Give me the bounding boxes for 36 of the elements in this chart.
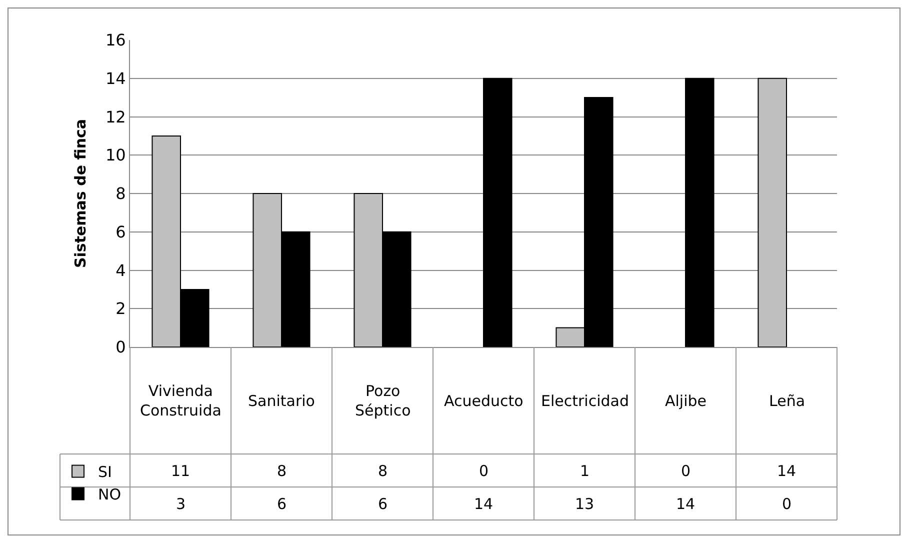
bar (483, 78, 512, 347)
y-tick-label: 12 (105, 107, 126, 126)
data-label: 11 (171, 462, 190, 480)
data-label: 6 (277, 495, 287, 513)
data-label: 14 (676, 495, 696, 513)
data-label: 14 (474, 495, 494, 513)
x-tick-label: Electricidad (541, 392, 629, 410)
data-label: 0 (782, 495, 792, 513)
y-axis-title: Sistemas de finca (72, 118, 90, 268)
data-label: 0 (479, 462, 489, 480)
data-label: 3 (176, 495, 186, 513)
x-tick-label: Sanitario (248, 392, 315, 410)
x-tick-label: Aljibe (665, 392, 707, 410)
y-tick-label: 0 (116, 338, 126, 357)
data-label: 14 (777, 462, 796, 480)
y-tick-label: 10 (105, 146, 126, 165)
x-tick-label: Pozo Séptico (355, 382, 411, 420)
x-tick-label: Leña (769, 392, 806, 410)
y-tick-label: 14 (105, 68, 126, 88)
x-tick-label: Acueducto (444, 392, 524, 410)
y-tick-label: 6 (116, 222, 126, 242)
bar (758, 78, 787, 347)
legend-label: NO (98, 486, 122, 504)
data-label: 1 (580, 462, 590, 480)
y-tick-label: 16 (105, 30, 126, 50)
legend-label: SI (98, 463, 112, 482)
bar (685, 78, 714, 347)
x-tick-label: Vivienda Construida (140, 382, 222, 420)
y-tick-label: 4 (116, 260, 126, 280)
data-label: 6 (378, 495, 388, 513)
y-tick-label: 8 (116, 184, 126, 204)
data-label: 8 (277, 462, 287, 480)
data-label: 0 (681, 462, 691, 480)
data-label: 8 (378, 462, 388, 480)
y-tick-label: 2 (116, 299, 126, 318)
data-label: 13 (575, 495, 594, 513)
